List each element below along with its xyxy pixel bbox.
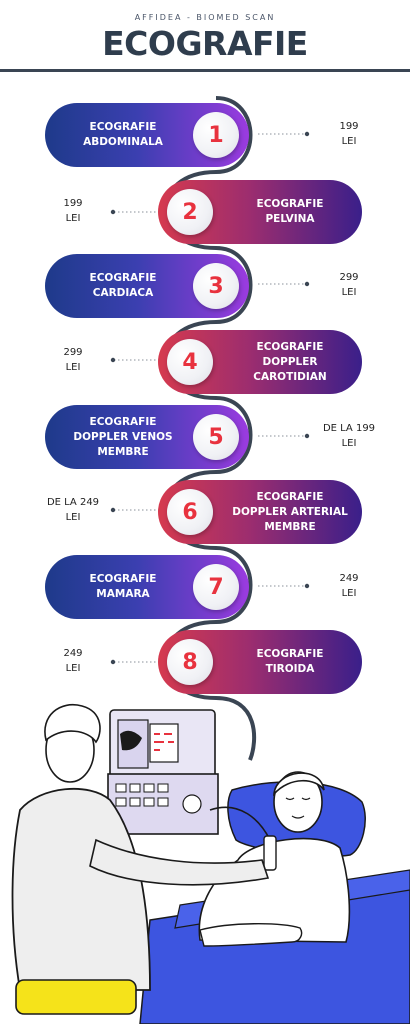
service-price: 249 LEI: [63, 648, 83, 674]
step-number-badge: 1: [193, 112, 239, 158]
step-number-badge: 4: [167, 339, 213, 385]
step-number-badge: 8: [167, 639, 213, 685]
service-price: DE LA 249 LEI: [46, 497, 100, 523]
brand-subtitle: AFFIDEA - BIOMED SCAN: [134, 13, 276, 22]
service-label: ECOGRAFIE DOPPLER CAROTIDIAN: [253, 340, 327, 383]
header-divider: [0, 69, 410, 72]
patient-head: [273, 771, 323, 833]
service-label: ECOGRAFIE MAMARA: [89, 573, 157, 600]
doctor-coat: [11, 788, 151, 991]
service-label: ECOGRAFIE CARDIACA: [89, 272, 157, 299]
step-number-badge: 5: [193, 414, 239, 460]
service-price: 249 LEI: [339, 573, 359, 599]
service-label: ECOGRAFIE DOPPLER ARTERIAL MEMBRE: [232, 490, 348, 533]
service-label: ECOGRAFIE TIROIDA: [256, 648, 324, 675]
ultrasound-probe: [263, 835, 277, 871]
header: AFFIDEA - BIOMED SCAN ECOGRAFIE: [0, 0, 410, 72]
service-price: 199 LEI: [339, 121, 359, 147]
service-label: ECOGRAFIE ABDOMINALA: [83, 121, 163, 148]
ultrasound-illustration: [11, 703, 410, 1024]
step-number-badge: 6: [167, 489, 213, 535]
service-price: 299 LEI: [339, 272, 359, 298]
page-title: ECOGRAFIE: [102, 24, 308, 63]
doctor-pants: [15, 979, 137, 1015]
step-number-badge: 3: [193, 263, 239, 309]
step-number-badge: 2: [167, 189, 213, 235]
service-price: 299 LEI: [63, 347, 83, 373]
service-price: 199 LEI: [63, 198, 83, 224]
doctor-arm: [89, 838, 270, 886]
service-price: DE LA 199 LEI: [322, 423, 376, 449]
step-number-badge: 7: [193, 564, 239, 610]
service-label: ECOGRAFIE PELVINA: [256, 198, 324, 225]
service-label: ECOGRAFIE DOPPLER VENOS MEMBRE: [73, 415, 173, 458]
